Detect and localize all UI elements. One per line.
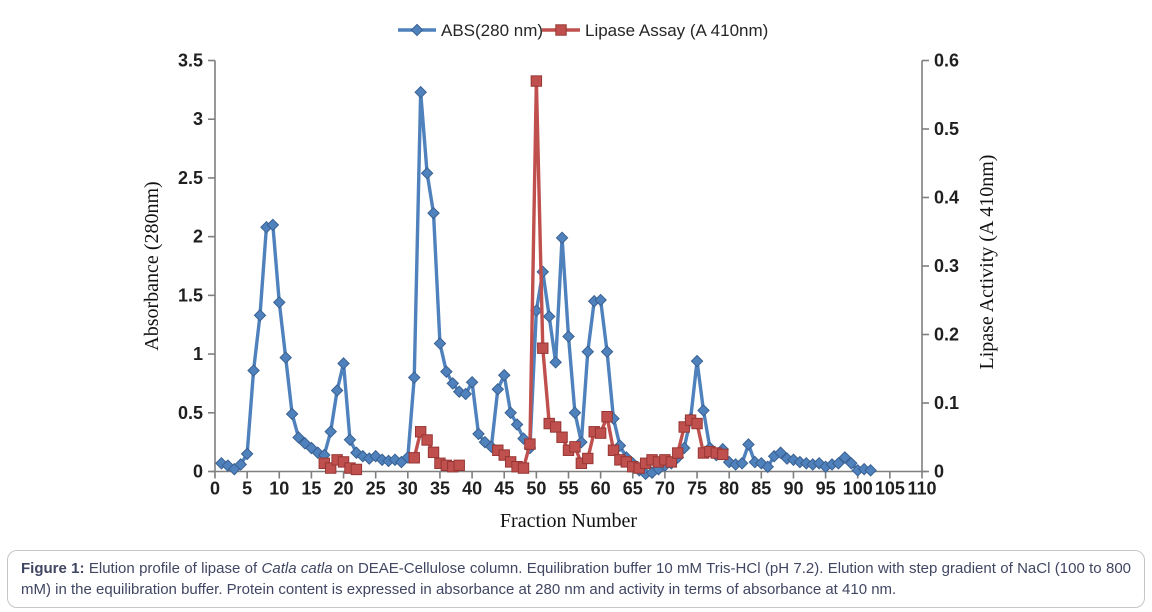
x-tick-label: 65 bbox=[623, 479, 643, 499]
x-tick-label: 30 bbox=[398, 479, 418, 499]
y-left-tick-label: 2 bbox=[193, 227, 203, 247]
elution-chart: 0 5 10 15 20 25 30 35 40 45 50 55 60 65 70 75 80 85 90 95 10… bbox=[141, 21, 998, 533]
caption-text-pre: Elution profile of lipase of bbox=[84, 560, 262, 577]
x-tick-label: 45 bbox=[494, 479, 514, 499]
y-left-tick-label: 1 bbox=[193, 344, 203, 364]
series-lipase-assay bbox=[318, 75, 729, 476]
y-right-tick-label: 0.4 bbox=[934, 188, 959, 208]
x-tick-label: 35 bbox=[430, 479, 450, 499]
x-tick-label: 105 bbox=[875, 479, 905, 499]
x-tick-label: 10 bbox=[269, 479, 289, 499]
x-tick-label: 100 bbox=[843, 479, 873, 499]
x-tick-label: 50 bbox=[526, 479, 546, 499]
y-right-tick-label: 0.2 bbox=[934, 325, 959, 345]
x-tick-label: 110 bbox=[907, 479, 936, 499]
x-tick-label: 60 bbox=[591, 479, 611, 499]
y-left-tick-label: 1.5 bbox=[178, 285, 203, 305]
x-tick-label: 20 bbox=[334, 479, 354, 499]
species-name: Catla catla bbox=[261, 560, 333, 577]
x-tick-label: 55 bbox=[558, 479, 578, 499]
legend-label: ABS(280 nm) bbox=[441, 21, 543, 40]
axes: 0 5 10 15 20 25 30 35 40 45 50 55 60 65 70 75 80 85 90 95 10… bbox=[141, 51, 998, 533]
x-tick-label: 5 bbox=[242, 479, 252, 499]
x-tick-label: 80 bbox=[719, 479, 739, 499]
x-tick-label: 15 bbox=[301, 479, 321, 499]
y-right-tick-label: 0.5 bbox=[934, 119, 959, 139]
y-left-tick-label: 3 bbox=[193, 109, 203, 129]
y-left-tick-label: 3.5 bbox=[178, 51, 203, 71]
figure-caption-box: Figure 1: Elution profile of lipase of C… bbox=[7, 550, 1145, 608]
x-tick-label: 0 bbox=[210, 479, 220, 499]
y-left-tick-label: 0 bbox=[193, 462, 203, 482]
y-right-axis-title: Lipase Activity (A 410nm) bbox=[976, 155, 998, 370]
x-tick-label: 70 bbox=[655, 479, 675, 499]
x-tick-label: 25 bbox=[366, 479, 386, 499]
y-right-tick-label: 0.3 bbox=[934, 256, 959, 276]
y-right-tick-label: 0.1 bbox=[934, 393, 959, 413]
legend: ABS(280 nm) Lipase Assay (A 410nm) bbox=[398, 21, 768, 40]
y-right-tick-label: 0.6 bbox=[934, 51, 959, 71]
y-axis-left: 0 0.5 1 1.5 2 2.5 3 3.5 bbox=[178, 51, 215, 482]
x-tick-label: 75 bbox=[687, 479, 707, 499]
y-left-axis-title: Absorbance (280nm) bbox=[141, 181, 163, 350]
y-left-tick-label: 0.5 bbox=[178, 403, 203, 423]
x-tick-label: 40 bbox=[462, 479, 482, 499]
y-left-tick-label: 2.5 bbox=[178, 168, 203, 188]
x-tick-label: 95 bbox=[816, 479, 836, 499]
y-right-tick-label: 0 bbox=[934, 462, 944, 482]
legend-label: Lipase Assay (A 410nm) bbox=[585, 21, 768, 40]
figure-label: Figure 1: bbox=[21, 560, 85, 577]
y-axis-right: 0 0.1 0.2 0.3 0.4 0.5 0.6 bbox=[922, 51, 959, 482]
x-tick-label: 90 bbox=[783, 479, 803, 499]
x-axis: 0 5 10 15 20 25 30 35 40 45 50 55 60 65 70 75 80 85 90 95 10… bbox=[210, 471, 937, 499]
elution-chart-svg: 0 5 10 15 20 25 30 35 40 45 50 55 60 65 70 75 80 85 90 95 10… bbox=[141, 21, 998, 533]
caption-text-post: on DEAE-Cellulose column. Equilibration … bbox=[21, 560, 1132, 598]
figure-caption: Figure 1: Elution profile of lipase of C… bbox=[21, 558, 1131, 600]
x-axis-title: Fraction Number bbox=[500, 510, 638, 532]
x-tick-label: 85 bbox=[751, 479, 771, 499]
